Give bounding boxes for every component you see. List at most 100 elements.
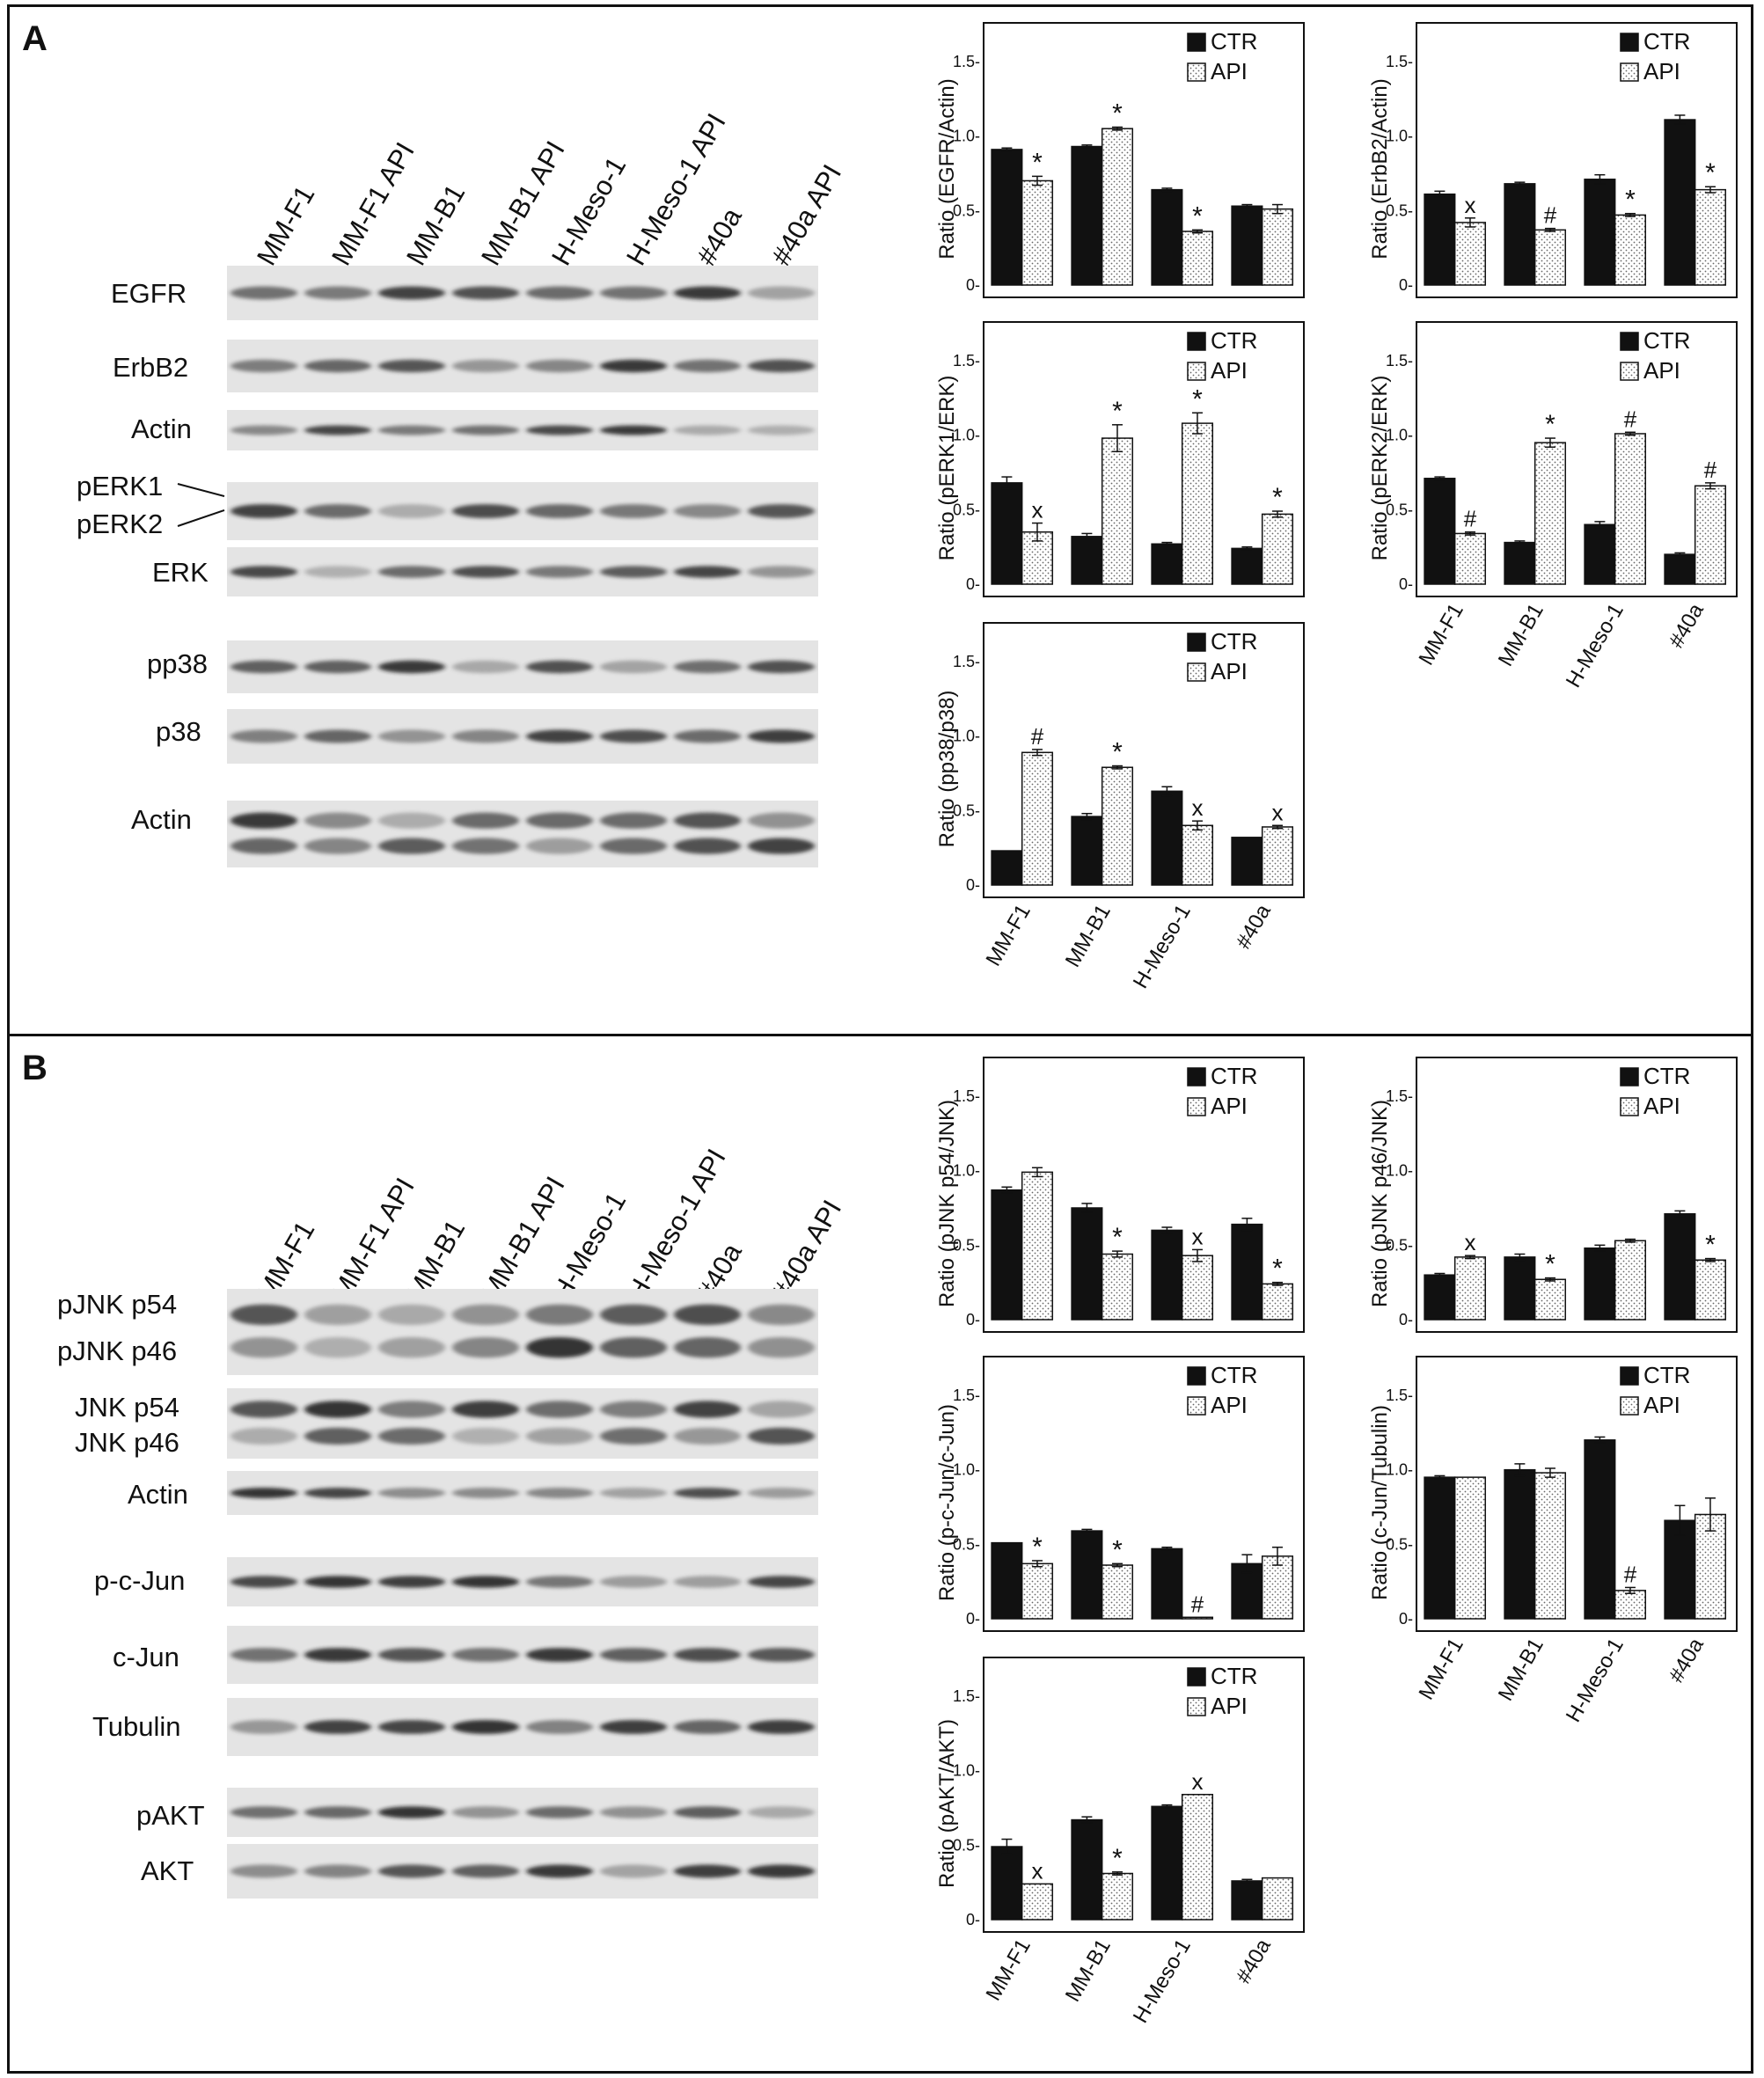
significance-mark: * <box>1112 397 1123 426</box>
blot-band <box>304 1648 371 1662</box>
y-axis-label: Ratio (pAKT/AKT) <box>935 1719 959 1888</box>
significance-mark: * <box>1705 158 1716 187</box>
y-axis-label: Ratio (ErbB2/Actin) <box>1368 78 1392 259</box>
blot-label-pp38: pp38 <box>147 648 208 679</box>
blot-band <box>600 1488 667 1498</box>
blot-band <box>600 359 667 373</box>
bar <box>1021 179 1054 286</box>
x-tick-label: MM-B1 <box>1061 901 1116 971</box>
legend-swatch <box>1187 1067 1206 1087</box>
blot-band <box>600 660 667 674</box>
bar <box>1664 1213 1696 1321</box>
blot-band <box>526 838 593 854</box>
blot-band <box>452 729 519 743</box>
legend-swatch <box>1187 62 1206 82</box>
blot-band <box>748 1401 815 1418</box>
blot-band <box>231 1488 297 1498</box>
blot-band <box>378 1427 445 1445</box>
blot-band <box>748 729 815 743</box>
bar <box>1101 128 1134 286</box>
bar <box>1071 145 1103 286</box>
blot-band <box>304 838 371 854</box>
bar <box>1021 1171 1054 1321</box>
blot-band <box>452 1806 519 1818</box>
x-tick-label: MM-B1 <box>1494 1635 1548 1705</box>
bar <box>1261 1555 1294 1620</box>
plot-frame <box>1416 321 1738 597</box>
significance-mark: * <box>1112 1844 1123 1873</box>
blot-band <box>452 1648 519 1662</box>
legend-swatch <box>1187 1667 1206 1687</box>
legend-label: CTR <box>1211 1063 1257 1089</box>
plot-frame <box>983 1356 1305 1632</box>
blot-label-c-jun: c-Jun <box>113 1642 179 1672</box>
y-tick-label: 0.5- <box>953 201 980 219</box>
bar <box>1424 478 1456 585</box>
y-axis-label: Ratio (pERK2/ERK) <box>1368 376 1392 561</box>
blot-label-erbb2: ErbB2 <box>113 352 189 383</box>
legend-label: API <box>1643 1093 1680 1119</box>
legend-label: CTR <box>1211 327 1257 354</box>
plot-frame <box>983 1057 1305 1333</box>
bar <box>1584 1439 1616 1620</box>
blot-band <box>378 729 445 743</box>
chart-pjnk-p54-jnk: 0- 0.5- 1.0- 1.5-Ratio (pJNK p54/JNK) CTR API… <box>935 1057 1305 1333</box>
blot-band <box>304 1488 371 1498</box>
blot-label-actin: Actin <box>131 804 192 835</box>
significance-mark: x <box>1464 1229 1475 1255</box>
bar <box>991 149 1023 286</box>
y-tick-label: 1.5- <box>1386 352 1413 370</box>
blot-band <box>674 1720 741 1734</box>
y-tick-label: 1.5- <box>953 53 980 70</box>
blot-band <box>600 812 667 829</box>
y-tick-label: 1.0- <box>953 427 980 444</box>
legend-swatch <box>1620 332 1639 351</box>
x-tick-label: #40a <box>1232 1935 1276 1987</box>
bar <box>1694 1259 1727 1321</box>
legend-swatch <box>1187 1697 1206 1716</box>
blot-band <box>378 425 445 435</box>
blot-label-p38: p38 <box>156 716 201 747</box>
blot-band <box>231 1304 297 1326</box>
blot-band <box>452 838 519 854</box>
legend-swatch <box>1620 1366 1639 1386</box>
bar <box>1021 1562 1054 1620</box>
blot-band <box>600 504 667 518</box>
blot-band <box>674 359 741 373</box>
bar <box>1151 1805 1183 1921</box>
blot-band <box>526 1720 593 1734</box>
blot-band <box>674 1336 741 1358</box>
y-axis-label: Ratio (pp38/p38) <box>935 691 959 848</box>
significance-mark: x <box>1031 497 1043 523</box>
blot-band <box>526 660 593 674</box>
blot-band <box>674 1864 741 1878</box>
significance-mark: x <box>1191 1223 1203 1249</box>
blot-band <box>674 1304 741 1326</box>
blot-band <box>452 504 519 518</box>
blot-band <box>526 359 593 373</box>
bar <box>1151 1548 1183 1620</box>
blot-band <box>748 1720 815 1734</box>
x-tick-label: MM-F1 <box>982 901 1036 970</box>
blot-band <box>231 838 297 854</box>
bar <box>1151 1229 1183 1321</box>
blot-band <box>600 425 667 435</box>
bar <box>1181 230 1214 286</box>
blot-band <box>674 1488 741 1498</box>
bar <box>1101 1253 1134 1321</box>
x-tick-label: H-Meso-1 <box>1129 901 1196 993</box>
blot-band <box>600 1576 667 1588</box>
y-tick-label: 0- <box>966 876 980 894</box>
bar <box>1231 547 1263 585</box>
bar <box>1504 1256 1536 1321</box>
y-tick-label: 0.5- <box>1386 1535 1413 1553</box>
blot-strip-pp38 <box>227 640 818 693</box>
blot-strip-jnk <box>227 1388 818 1459</box>
blot-label-jnk-p54: JNK p54 <box>75 1392 179 1423</box>
significance-mark: x <box>1191 1768 1203 1795</box>
blot-band <box>674 566 741 578</box>
legend-label: API <box>1643 58 1680 84</box>
significance-mark: * <box>1112 1223 1123 1252</box>
blot-band <box>304 1576 371 1588</box>
significance-mark: * <box>1192 201 1203 230</box>
